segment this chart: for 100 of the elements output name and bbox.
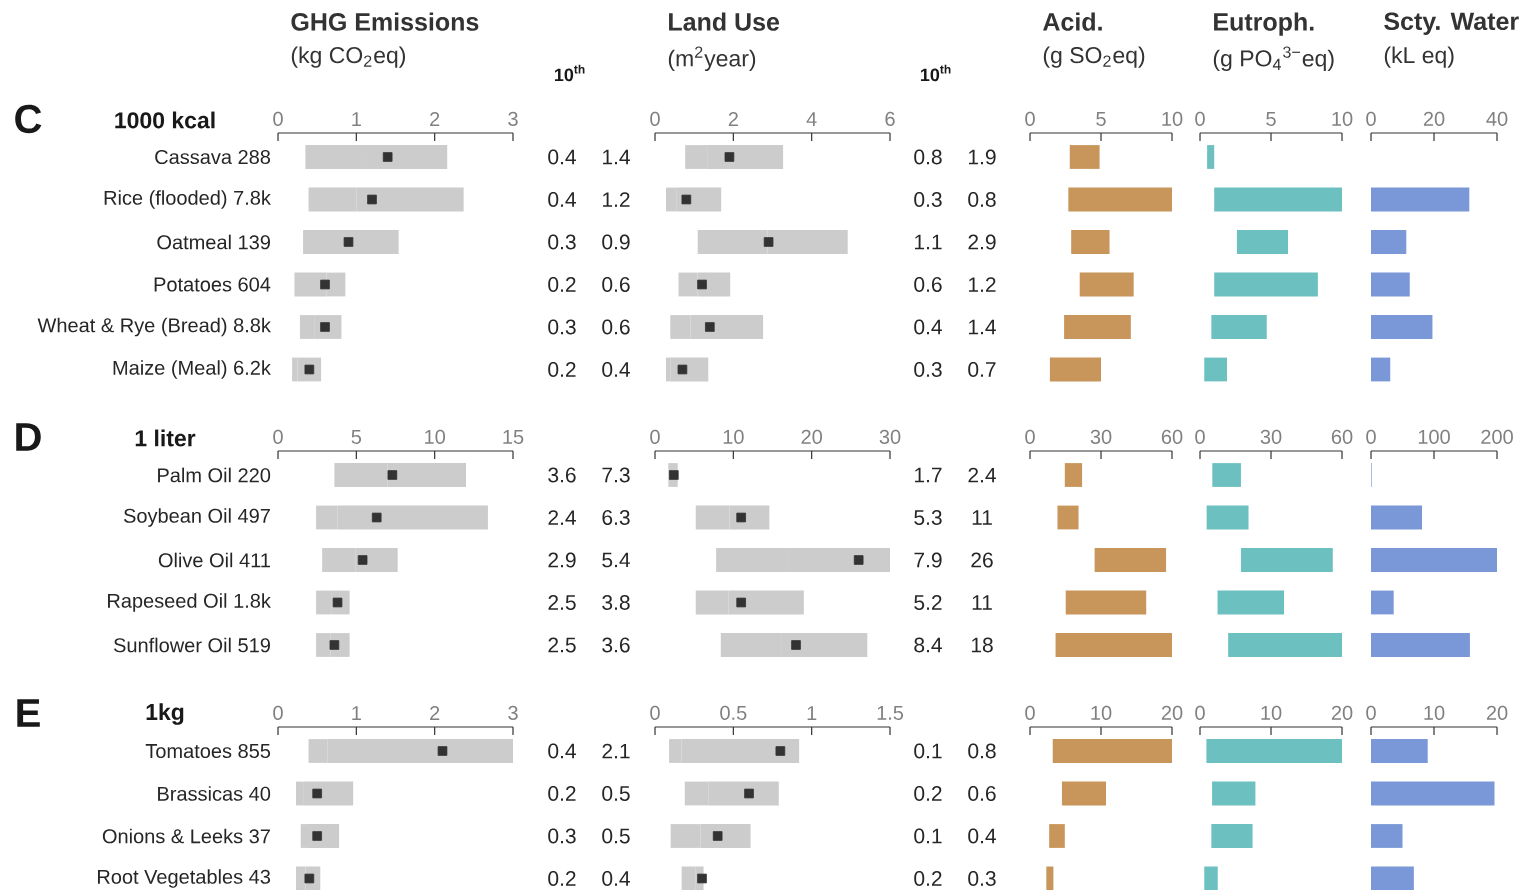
x-tick-label: 20 — [1331, 705, 1353, 720]
text: 5.2 — [914, 595, 942, 610]
bar — [1371, 866, 1414, 890]
point — [387, 470, 398, 480]
x-tick-label: 60 — [1161, 429, 1183, 444]
data-label: 0.3 — [968, 871, 996, 886]
text: 8.4 — [914, 637, 942, 653]
chart-title: Land Use — [669, 12, 780, 31]
text: 10$^{th}$ — [920, 64, 951, 82]
bar — [1064, 315, 1131, 339]
data-label: 0.4 — [602, 362, 630, 377]
text: 0.2 — [548, 277, 576, 292]
x-tick-label: 3 — [508, 705, 518, 720]
bar — [1206, 739, 1343, 763]
data-label: 0.4 — [968, 828, 996, 844]
x-tick-label: 10 — [1424, 705, 1445, 720]
x-tick-label: 100 — [1418, 429, 1450, 444]
x-tick-label: 10 — [1261, 705, 1282, 720]
data-label: 0.6 — [602, 277, 630, 292]
bar — [1057, 505, 1079, 530]
point — [343, 237, 354, 247]
x-tick-label: 20 — [801, 429, 823, 444]
bar — [1055, 633, 1173, 657]
text: 0.2 — [548, 362, 576, 377]
x-tick-label: 6 — [885, 111, 895, 126]
chart-title: Scty. Water — [1384, 12, 1519, 36]
y-tick-label: Root Vegetables 43 — [97, 869, 271, 888]
text: 5.3 — [914, 510, 942, 525]
x-tick-label: 10 — [425, 429, 446, 444]
data-label: 2.4 — [968, 467, 996, 483]
chart-subtitle: (g SO$_{2}$eq) — [1043, 46, 1145, 68]
bar — [1371, 230, 1407, 254]
data-label: 18 — [971, 637, 993, 653]
bar — [1211, 315, 1267, 339]
bar — [1079, 272, 1134, 297]
point — [744, 788, 754, 799]
text: 0.2 — [914, 871, 942, 886]
x-tick-label: 1.5 — [877, 705, 904, 720]
x-tick-label: 1 — [352, 706, 361, 720]
data-label: 0.8 — [968, 192, 996, 207]
chart-title: GHG Emissions — [291, 12, 479, 31]
bar — [1371, 781, 1495, 806]
point — [304, 364, 315, 375]
x-tick-label: 0 — [273, 429, 283, 444]
bar — [1371, 590, 1394, 615]
text: 0.4 — [548, 149, 576, 165]
x-tick-label: 0 — [650, 111, 660, 126]
x-tick-label: 200 — [1481, 429, 1513, 444]
bar — [1071, 230, 1110, 254]
x-tick-label: 15 — [503, 429, 524, 444]
y-tick-label: Maize (Meal) 6.2k — [113, 360, 271, 379]
x-tick-label: 0 — [650, 705, 660, 720]
bar — [1371, 824, 1403, 848]
text: 0.6 — [914, 277, 942, 292]
x-tick-label: 0 — [1366, 705, 1376, 720]
data-label: 7.3 — [602, 467, 630, 483]
y-tick-label: Potatoes 604 — [154, 277, 271, 292]
x-tick-label: 0 — [1195, 111, 1205, 126]
text: 0.2 — [914, 786, 942, 801]
point — [367, 194, 377, 205]
text: 0.3 — [914, 192, 942, 207]
point — [712, 831, 723, 841]
bar — [1214, 272, 1318, 297]
point — [791, 640, 801, 650]
text: C — [15, 104, 42, 134]
x-tick-label: 2 — [430, 705, 440, 720]
text: 2.5 — [548, 595, 576, 610]
bar — [1228, 633, 1343, 657]
data-label: 2.1 — [602, 743, 630, 759]
data-label: 6.3 — [602, 510, 630, 525]
x-tick-label: 60 — [1331, 429, 1353, 444]
x-tick-label: 20 — [1486, 705, 1508, 720]
text: D — [16, 423, 41, 451]
bar — [1049, 824, 1065, 848]
bar — [1212, 781, 1256, 806]
data-label: 3.6 — [602, 637, 630, 653]
text: 0.4 — [548, 192, 576, 207]
data-label: 26 — [971, 552, 993, 568]
bar — [1049, 357, 1102, 382]
y-tick-label: Tomatoes 855 — [145, 743, 271, 759]
point — [724, 152, 735, 162]
bar — [1211, 824, 1253, 848]
bar — [1371, 739, 1428, 763]
text: 1 liter — [135, 429, 196, 447]
bar — [1069, 145, 1100, 169]
x-tick-label: 5 — [1096, 111, 1106, 126]
text: 0.3 — [548, 234, 576, 250]
data-label: 0.5 — [602, 828, 630, 844]
chart-subtitle: (m$^{2}$year) — [668, 46, 756, 72]
x-tick-label: 0 — [1366, 111, 1376, 126]
x-tick-label: 3 — [508, 111, 518, 126]
bar — [1212, 463, 1241, 487]
data-label: 11 — [972, 595, 992, 610]
data-label: 1.9 — [969, 149, 996, 165]
text: E — [17, 699, 40, 727]
point — [763, 237, 774, 247]
x-tick-label: 2 — [728, 111, 738, 126]
text: 10$^{th}$ — [554, 64, 585, 82]
bar — [1065, 590, 1147, 615]
bar — [1240, 548, 1333, 572]
